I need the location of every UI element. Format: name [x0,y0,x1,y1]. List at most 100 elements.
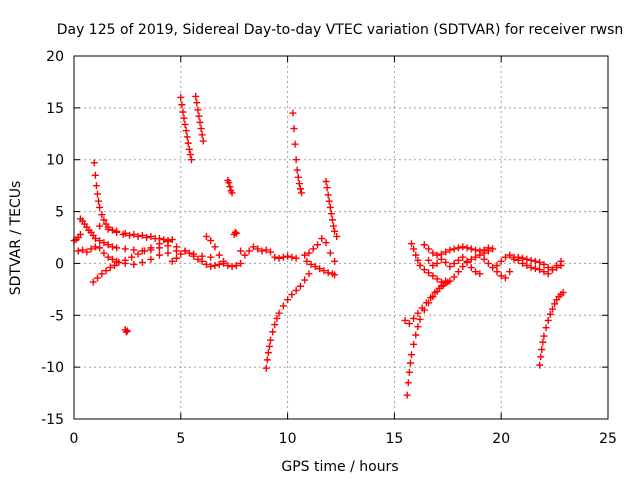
data-point [459,243,467,251]
data-point [181,247,189,255]
data-point [410,340,418,348]
series-arc-b [74,243,181,268]
series-arc-f [237,243,300,262]
data-point [74,247,82,255]
data-point [309,245,317,253]
data-point [102,267,110,275]
data-point [91,171,99,179]
series-spike-5 [177,93,195,164]
data-point [472,268,480,276]
data-point [476,247,484,255]
data-point [446,277,454,285]
data-point [177,93,185,101]
y-tick-label: 5 [55,205,64,221]
data-point [407,351,415,359]
data-point [155,235,163,243]
data-point [333,232,341,240]
data-point [410,314,418,322]
data-point [96,237,104,245]
data-point [540,268,548,276]
data-point [405,320,413,328]
x-tick-label: 0 [70,431,79,447]
data-point [322,177,330,185]
data-point [207,253,215,261]
data-point [431,288,439,296]
data-point [113,227,121,235]
data-point [211,243,219,251]
data-point [95,197,103,205]
data-point [196,118,204,126]
data-point [269,328,277,336]
series-arc-i [401,278,452,328]
data-point [327,210,335,218]
series-spike-11.8 [322,177,341,240]
axis-ticks [73,55,609,420]
data-point [425,269,433,277]
data-point [279,253,287,261]
data-point [284,296,292,304]
data-point [181,120,189,128]
data-point [536,258,544,266]
data-point [291,140,299,148]
data-point [410,245,418,253]
x-axis-title: GPS time / hours [281,459,398,475]
data-point [429,262,437,270]
y-axis-title: SDTVAR / TECUs [8,181,24,296]
data-point [177,250,185,258]
data-point [318,235,326,243]
data-point [463,257,471,265]
data-point [288,291,296,299]
series-arc-neg-rise [89,237,172,286]
series-arc-start [70,230,84,245]
data-point [472,253,480,261]
data-point [138,258,146,266]
data-point [160,236,168,244]
data-point [143,234,151,241]
data-point [540,260,548,268]
data-point [147,244,155,252]
x-tick-label: 5 [176,431,185,447]
data-point [186,151,194,159]
data-point [446,263,454,271]
data-point [539,338,547,346]
data-point [267,248,275,256]
data-point [328,216,336,224]
data-point [179,108,187,116]
series-arc-k [420,241,497,259]
data-point [406,359,414,367]
data-point [258,247,266,255]
series-spike-10.3 [289,109,305,197]
data-point [232,229,240,237]
y-tick-label: 0 [55,256,64,272]
data-point [130,260,138,268]
data-point [134,232,142,240]
x-tick-label: 25 [599,431,617,447]
series-arc-steep-1 [90,159,176,244]
data-point [403,391,411,399]
data-point [405,368,413,376]
data-point [294,173,302,181]
data-point [420,266,428,274]
data-point [130,246,138,254]
data-point [454,268,462,276]
data-point [540,332,548,340]
data-point [331,227,339,235]
data-point [123,327,131,335]
data-point [198,257,206,265]
data-point [450,259,458,267]
data-point [407,240,415,248]
data-point [100,239,108,247]
data-point [297,189,305,197]
data-point [262,246,270,254]
data-point [437,278,445,286]
x-tick-label: 15 [385,431,403,447]
data-point [164,238,172,246]
data-point [198,131,206,139]
data-point [90,159,98,167]
data-point [164,249,172,257]
data-point [330,222,338,230]
data-point [126,231,134,239]
data-point [220,257,228,265]
data-point [301,276,309,284]
